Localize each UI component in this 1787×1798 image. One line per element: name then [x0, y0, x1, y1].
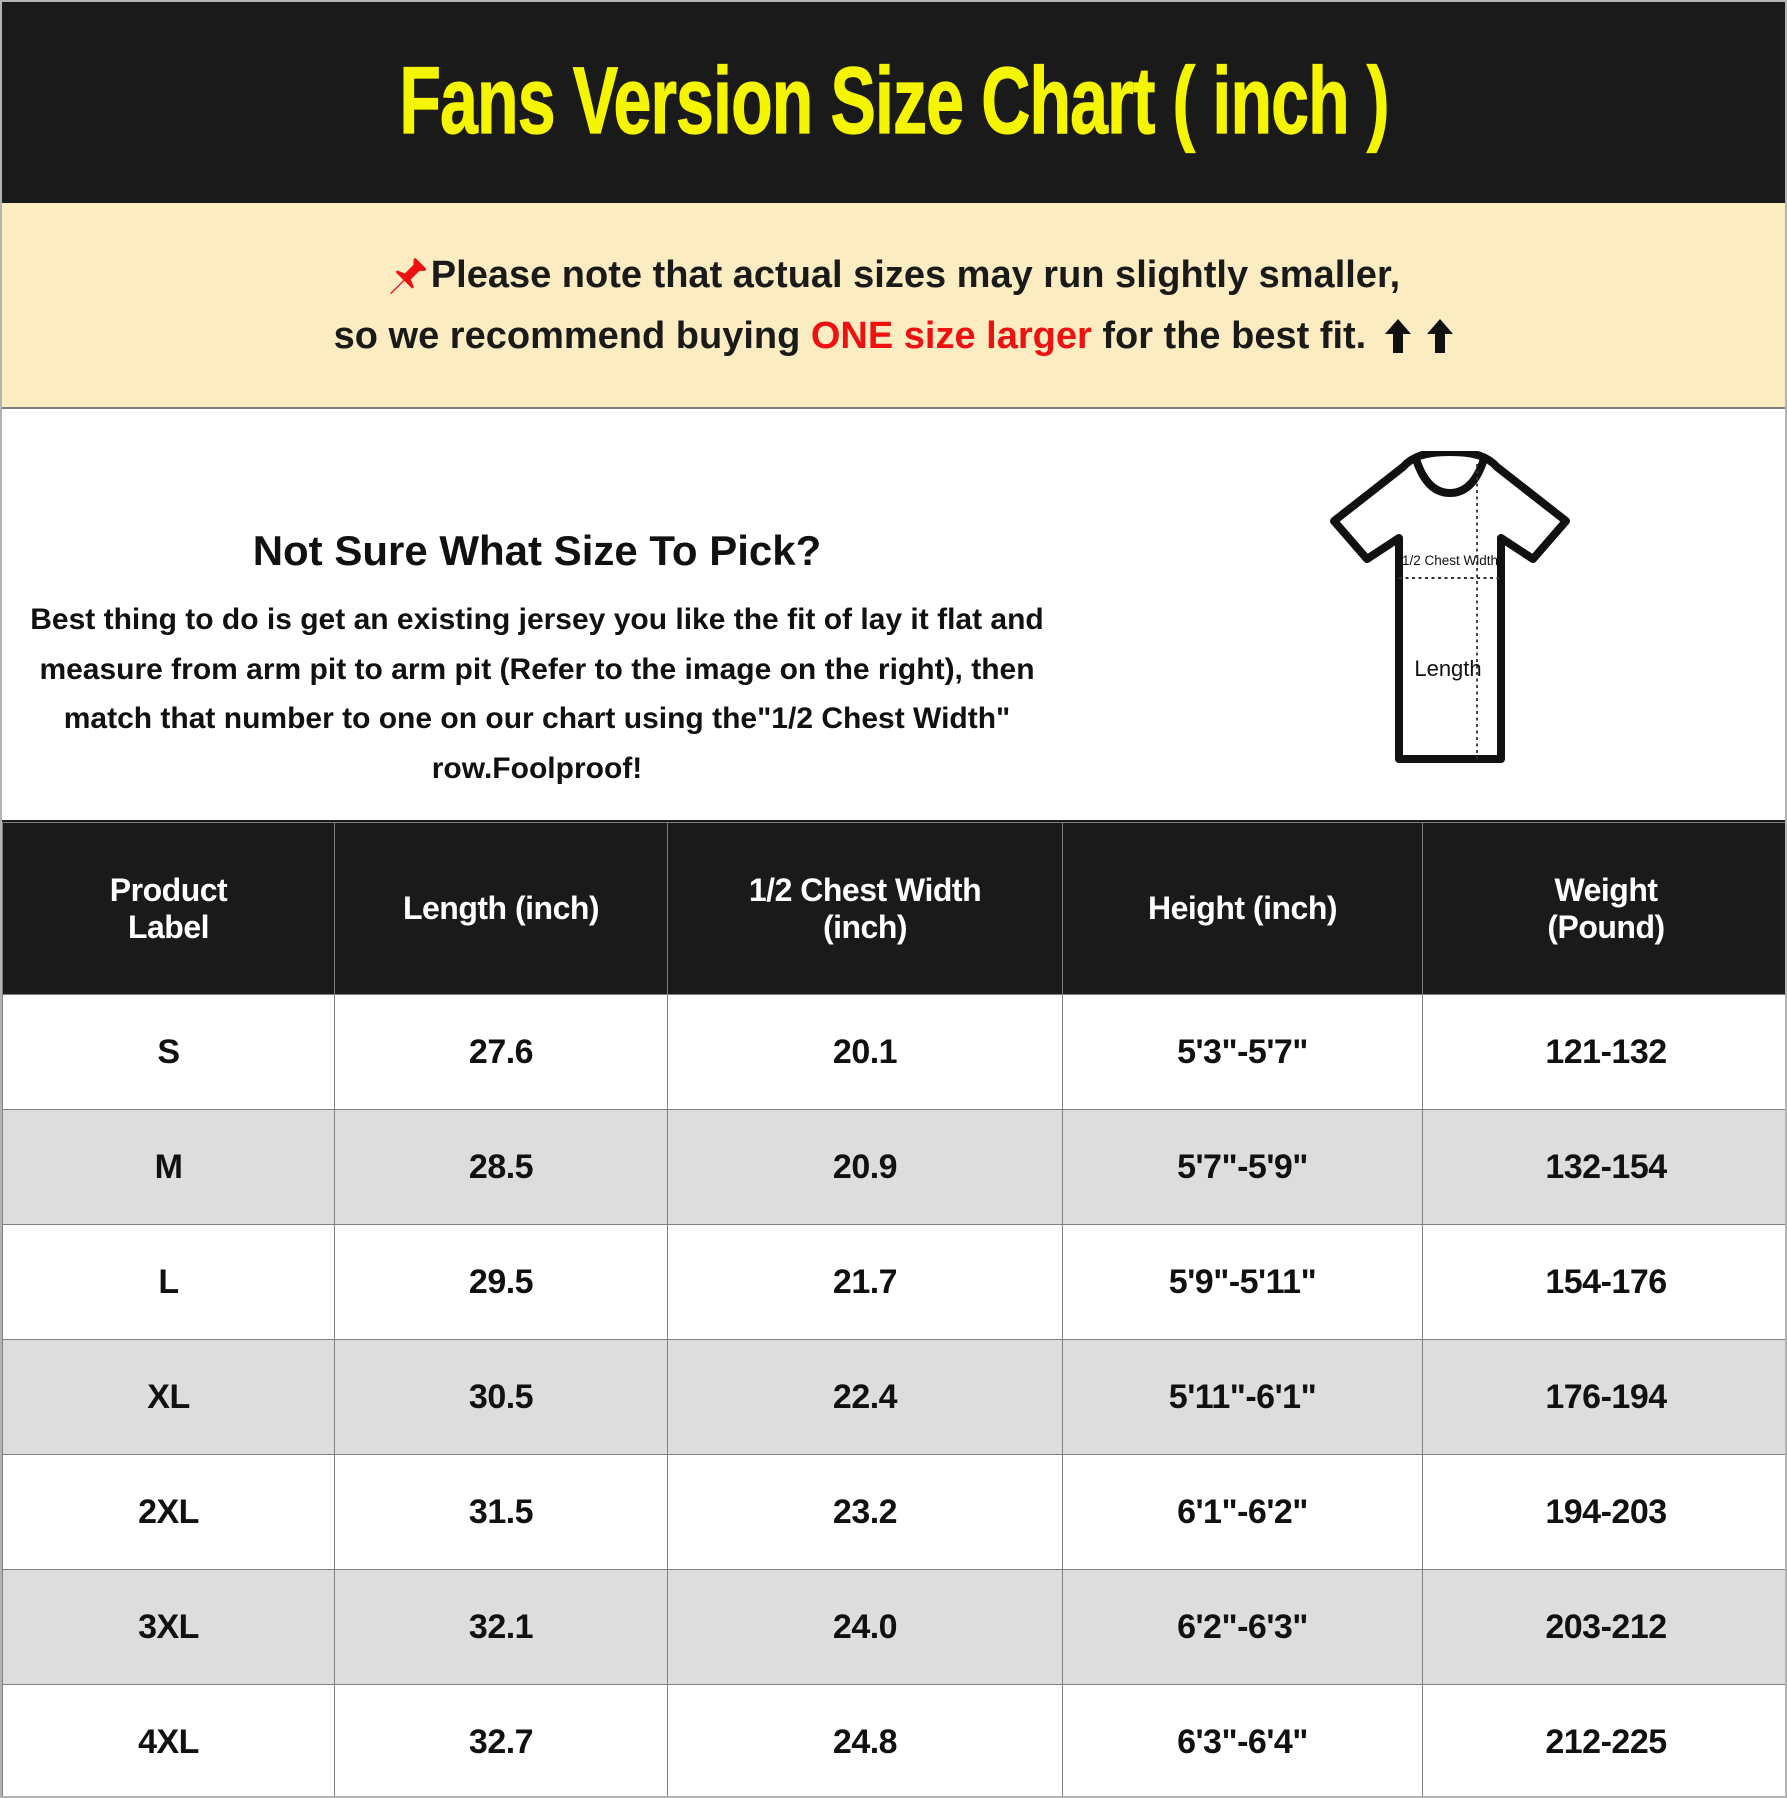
- svg-text:1/2 Chest Width: 1/2 Chest Width: [1402, 553, 1498, 568]
- svg-text:Length: Length: [1414, 656, 1481, 681]
